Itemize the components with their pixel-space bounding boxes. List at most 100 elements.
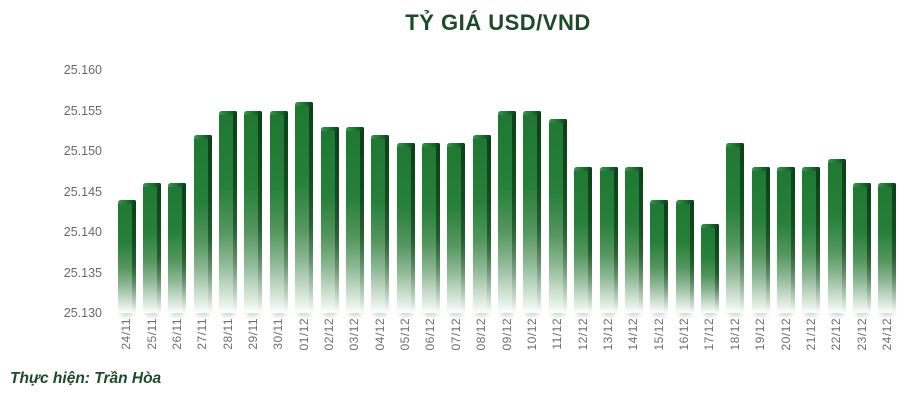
x-tick-cell: 19/12 [748,318,773,374]
bar-slot [748,70,773,313]
bar-slot [520,70,545,313]
bar-20/12 [777,167,796,313]
bar-30/11 [269,110,288,313]
bar-slot [621,70,646,313]
x-tick-label: 23/12 [854,318,869,351]
x-tick-label: 24/12 [879,318,894,351]
x-tick-label: 25/11 [144,318,159,350]
x-tick-label: 06/12 [423,318,438,351]
x-tick-cell: 12/12 [570,318,595,374]
y-axis: 25.130 25.135 25.140 25.145 25.150 25.155 25.1… [30,0,102,401]
bar-11/12 [548,118,567,314]
x-tick-label: 04/12 [372,318,387,351]
x-tick-label: 24/11 [119,318,134,350]
bar-18/12 [726,142,745,314]
x-tick-cell: 04/12 [368,318,393,374]
bar-25/11 [143,183,162,313]
x-tick-label: 18/12 [727,318,742,351]
bar-slot [697,70,722,314]
x-tick-label: 13/12 [601,318,615,351]
x-tick-label: 07/12 [448,318,463,351]
x-tick-cell: 21/12 [799,318,824,374]
bar-24/12 [878,183,897,313]
bar-slot [444,70,469,314]
bar-12/12 [574,167,593,313]
bar-slot [190,70,215,314]
bar-slot [292,70,317,313]
x-tick-cell: 28/11 [215,318,240,374]
x-tick-cell: 26/11 [165,318,190,374]
bar-slot [368,70,393,314]
x-tick-label: 27/11 [195,318,210,350]
x-tick-cell: 30/11 [266,318,291,374]
bar-21/12 [802,167,821,313]
x-tick-label: 05/12 [398,318,413,351]
x-tick-cell: 03/12 [342,318,367,374]
bar-slot [723,70,748,314]
x-tick-cell: 07/12 [444,318,469,374]
bar-03/12 [345,126,364,314]
bar-01/12 [295,102,314,313]
bar-24/11 [117,199,136,314]
bar-slot [875,70,900,313]
credit-text: Thực hiện: Trần Hòa [10,370,162,387]
bar-26/11 [168,183,187,313]
x-tick-cell: 24/11 [114,318,139,374]
bar-slot [596,70,621,313]
x-tick-label: 26/11 [169,318,184,350]
bar-10/12 [523,110,542,313]
x-tick-cell: 20/12 [773,318,798,374]
bar-13/12 [599,167,618,313]
x-tick-label: 30/11 [271,318,286,350]
bar-09/12 [498,110,517,313]
bar-slot [114,70,139,314]
bar-slot [418,70,443,314]
x-tick-label: 15/12 [651,318,666,351]
x-tick-label: 14/12 [626,318,641,351]
x-tick-cell: 11/12 [545,318,570,374]
bar-04/12 [371,134,390,314]
bar-07/12 [447,142,466,314]
bar-17/12 [700,223,719,314]
x-tick-cell: 18/12 [723,318,748,374]
bar-slot [849,70,874,313]
bar-15/12 [650,199,669,314]
x-tick-cell: 22/12 [824,318,849,374]
x-tick-label: 11/12 [550,318,565,350]
y-tick-label: 25.135 [63,265,102,280]
bar-slot [647,70,672,314]
bar-slot [139,70,164,313]
x-tick-cell: 23/12 [849,318,874,374]
bar-29/11 [244,110,263,313]
x-tick-cell: 16/12 [672,318,697,374]
bar-19/12 [751,167,770,313]
x-tick-cell: 27/11 [190,318,215,374]
bar-slot [494,70,519,313]
y-tick-label: 25.145 [63,184,102,199]
x-tick-label: 22/12 [829,318,844,351]
x-tick-cell: 01/12 [292,318,317,374]
x-tick-label: 03/12 [347,318,362,351]
x-tick-cell: 06/12 [418,318,443,374]
bar-23/12 [853,183,872,313]
bar-slot [773,70,798,313]
bar-slot [672,70,697,314]
x-tick-label: 28/11 [220,318,235,350]
y-tick-label: 25.140 [63,225,102,239]
x-tick-cell: 13/12 [596,318,621,374]
bar-16/12 [675,199,694,314]
x-tick-label: 17/12 [702,318,717,351]
bar-14/12 [624,167,643,313]
x-tick-label: 20/12 [778,318,793,351]
bar-05/12 [396,142,415,314]
x-tick-cell: 25/11 [139,318,164,374]
chart-title: TỶ GIÁ USD/VND [405,10,591,35]
bar-08/12 [472,134,491,314]
bar-slot [342,70,367,314]
x-tick-label: 12/12 [575,318,590,351]
bar-27/11 [193,134,212,314]
x-tick-label: 01/12 [296,318,311,351]
bar-slot [545,70,570,314]
x-tick-label: 16/12 [677,318,692,351]
bar-slot [469,70,494,314]
